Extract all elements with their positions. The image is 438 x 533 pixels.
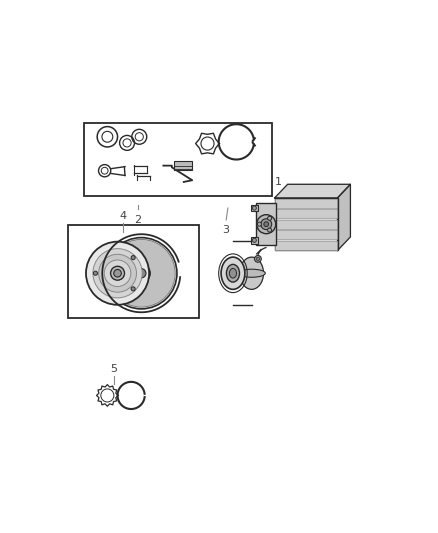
Bar [84,123,272,196]
Circle shape [111,243,172,304]
Ellipse shape [245,264,258,282]
Circle shape [268,216,272,220]
Circle shape [124,256,158,290]
Circle shape [93,271,98,275]
Circle shape [104,260,131,287]
Circle shape [131,287,135,291]
Circle shape [93,248,142,298]
Circle shape [258,222,261,226]
Bar [275,198,338,251]
Circle shape [121,253,162,294]
Circle shape [111,266,124,280]
Text: 2: 2 [134,215,141,225]
Text: 1: 1 [276,177,282,188]
Polygon shape [275,184,350,198]
Ellipse shape [221,257,245,289]
Bar [251,237,258,244]
Circle shape [114,246,168,300]
Bar [256,203,276,245]
Circle shape [114,270,121,277]
Circle shape [252,206,256,210]
Circle shape [268,228,272,232]
Bar [173,160,192,170]
Circle shape [256,257,260,261]
Circle shape [132,264,150,282]
Circle shape [137,269,146,278]
Circle shape [131,256,135,260]
Circle shape [99,254,137,292]
Circle shape [257,215,276,233]
Bar [68,225,199,318]
Text: 5: 5 [111,364,118,374]
Circle shape [107,239,175,307]
Circle shape [128,260,155,287]
Bar [276,199,337,208]
Polygon shape [338,184,350,251]
Circle shape [261,219,272,230]
Circle shape [106,238,177,309]
Circle shape [252,238,256,243]
Bar [276,241,337,250]
Ellipse shape [238,269,265,277]
Bar [276,209,337,218]
Text: 3: 3 [223,225,230,235]
Ellipse shape [240,257,264,289]
Circle shape [254,255,261,262]
Circle shape [264,222,268,227]
Bar [276,230,337,239]
Bar [251,205,258,212]
Bar [276,220,337,229]
Ellipse shape [226,264,240,282]
Ellipse shape [230,269,237,278]
Text: 4: 4 [119,211,126,221]
Circle shape [86,241,149,305]
Circle shape [118,249,165,297]
